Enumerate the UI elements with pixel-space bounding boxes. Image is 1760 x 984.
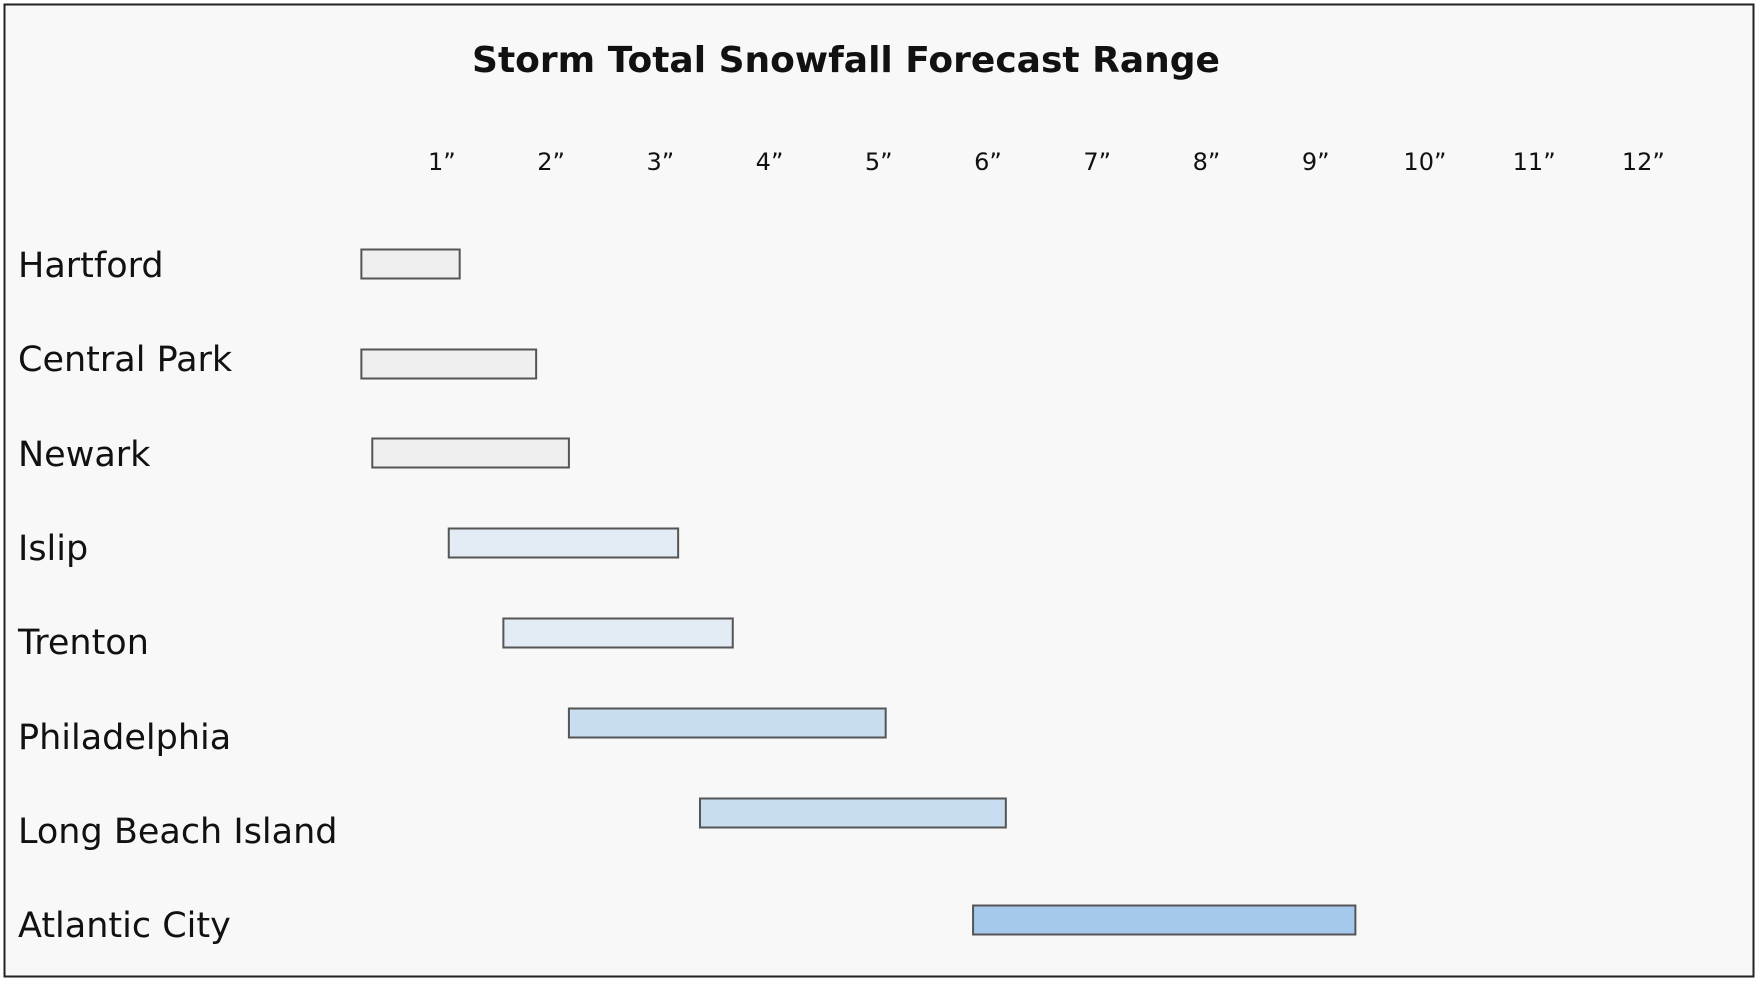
x-tick-label: 8” xyxy=(1193,148,1221,176)
x-tick-label: 6” xyxy=(974,148,1002,176)
category-label: Newark xyxy=(18,435,151,475)
category-label: Islip xyxy=(18,529,88,569)
category-label: Atlantic City xyxy=(18,906,231,946)
range-bar xyxy=(502,617,734,649)
chart-title: Storm Total Snowfall Forecast Range xyxy=(472,40,1220,81)
x-tick-label: 2” xyxy=(537,148,565,176)
x-tick-label: 11” xyxy=(1513,148,1556,176)
x-tick-label: 9” xyxy=(1302,148,1330,176)
range-bar xyxy=(972,904,1357,936)
x-tick-label: 12” xyxy=(1622,148,1665,176)
category-label: Long Beach Island xyxy=(18,812,338,852)
range-bar xyxy=(360,348,538,380)
category-label: Central Park xyxy=(18,340,233,380)
category-label: Hartford xyxy=(18,246,164,286)
x-tick-label: 3” xyxy=(646,148,674,176)
range-bar xyxy=(447,527,680,559)
range-bar xyxy=(567,707,887,739)
range-bar xyxy=(698,797,1007,829)
category-label: Trenton xyxy=(17,623,149,663)
range-bar xyxy=(360,248,461,280)
x-tick-label: 10” xyxy=(1403,148,1446,176)
x-tick-label: 5” xyxy=(865,148,893,176)
x-tick-label: 4” xyxy=(756,148,784,176)
category-label: Philadelphia xyxy=(18,718,231,758)
x-tick-label: 1” xyxy=(428,148,456,176)
range-bar xyxy=(371,437,570,469)
x-tick-label: 7” xyxy=(1083,148,1111,176)
